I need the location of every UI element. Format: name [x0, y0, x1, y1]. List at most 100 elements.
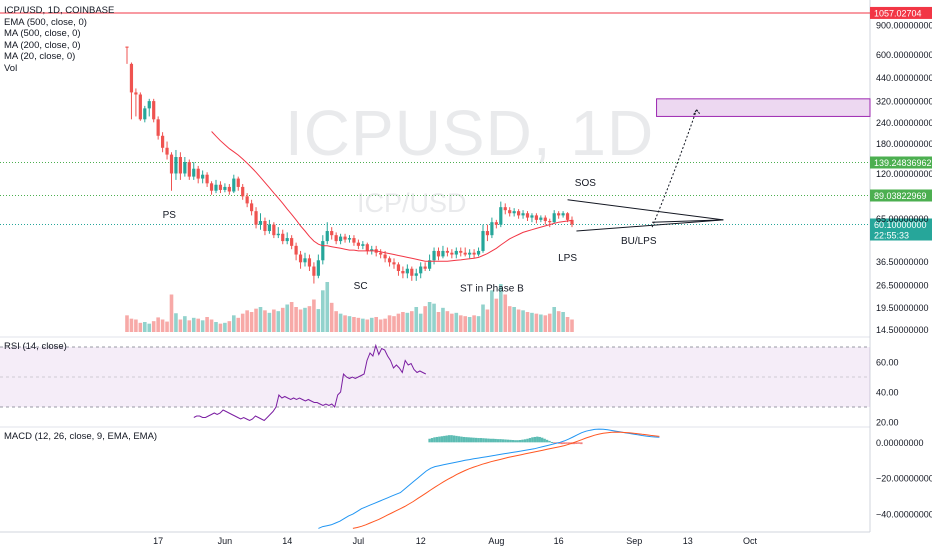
candle-body: [129, 63, 134, 93]
volume-bar: [405, 312, 410, 332]
candle: [223, 183, 227, 193]
indicator-ema500[interactable]: EMA (500, close, 0): [4, 16, 87, 28]
volume-bar: [552, 307, 556, 332]
candle-body: [218, 184, 223, 190]
volume-bar: [174, 313, 178, 332]
candle: [352, 235, 356, 246]
candle-body: [534, 215, 538, 220]
candle-body: [134, 92, 138, 95]
watermark-pair: ICP/USD: [357, 188, 467, 218]
candle-body: [410, 268, 414, 276]
volume-bar: [151, 321, 156, 332]
candle-body: [387, 258, 392, 263]
candle: [138, 92, 142, 121]
candle: [330, 227, 334, 240]
volume-bar: [138, 322, 143, 332]
annotation-label: SC: [354, 281, 368, 292]
indicator-volume[interactable]: Vol: [4, 62, 18, 74]
candle: [525, 211, 530, 222]
volume-bar: [347, 316, 352, 332]
indicator-ma500[interactable]: MA (500, close, 0): [4, 28, 81, 39]
annotation-label: PS: [163, 210, 177, 221]
candle-body: [379, 252, 383, 255]
symbol-line[interactable]: ICP/USD, 1D, COINBASE: [4, 5, 115, 16]
volume-bar: [450, 313, 454, 332]
candle-body: [307, 258, 312, 267]
candle: [312, 262, 316, 284]
candle-body: [272, 224, 276, 236]
volume-bar: [365, 319, 370, 332]
candle-body: [169, 154, 174, 174]
candle-body: [223, 186, 227, 190]
triangle-apex-line: [652, 219, 724, 223]
candle-body: [321, 241, 325, 261]
candle-body: [414, 273, 418, 276]
macd-histogram-bar: [536, 436, 539, 443]
macd-histogram-bar: [538, 436, 541, 443]
price-tick-label: 14.50000000: [876, 325, 929, 335]
macd-histogram-bar: [533, 436, 537, 443]
macd-histogram-bar: [543, 438, 546, 443]
volume-bar: [539, 314, 543, 332]
volume-bar: [467, 317, 472, 332]
candle: [196, 165, 200, 184]
candle: [530, 213, 534, 223]
candle-body: [227, 186, 231, 192]
chart-annotations: PS SC ST in Phase B LPS SOS BU/LPS: [163, 178, 657, 294]
candle: [423, 262, 427, 272]
volume-bar: [490, 290, 494, 332]
indicator-ma20[interactable]: MA (20, close, 0): [4, 51, 76, 62]
macd-pane-title[interactable]: MACD (12, 26, close, 9, EMA, EMA): [4, 431, 158, 442]
volume-bar: [343, 315, 347, 332]
price-level-tag: [870, 156, 932, 169]
time-tick-label: 12: [416, 536, 426, 546]
candle-body: [445, 250, 449, 253]
candle: [468, 249, 472, 259]
annotation-label: LPS: [558, 253, 577, 264]
candle: [209, 181, 214, 195]
bar-countdown: 22:55:33: [874, 230, 909, 240]
indicator-ma200[interactable]: MA (200, close, 0): [4, 39, 81, 51]
volume-bar: [427, 302, 432, 332]
candle-body: [196, 168, 200, 179]
volume-bar: [240, 313, 245, 332]
candle-body: [303, 258, 307, 263]
macd-histogram-bar: [501, 439, 505, 443]
volume-bar: [476, 316, 481, 332]
price-tick-label: 19.50000000: [876, 303, 929, 313]
volume-bar: [543, 315, 548, 332]
candle-body: [161, 135, 165, 148]
candle: [503, 203, 507, 215]
volume-bar: [410, 311, 414, 332]
candle-body: [396, 264, 401, 272]
chart-legend[interactable]: ICP/USD, 1D, COINBASE EMA (500, close, 0…: [4, 5, 114, 74]
macd-histogram-bar: [447, 435, 451, 443]
candle: [281, 229, 285, 245]
candle-body: [192, 168, 196, 177]
candle: [298, 250, 303, 269]
candle: [410, 266, 414, 281]
time-axis[interactable]: 17 Jun 14 Jul 12 Aug 16 Sep 13 Oct: [153, 536, 757, 546]
volume-bar: [254, 308, 258, 332]
candle-body: [276, 233, 280, 236]
candle: [227, 184, 231, 195]
candle: [436, 247, 441, 261]
macd-histogram-bar: [553, 442, 556, 444]
candle-body: [428, 260, 432, 269]
macd-histogram-bar: [452, 435, 456, 443]
candle-body: [232, 178, 236, 192]
candle-body: [178, 157, 182, 174]
candle-body: [481, 231, 485, 251]
candle: [156, 116, 160, 140]
price-axis[interactable]: 1057.02704 139.24836962 89.03822969 60.1000…: [870, 6, 932, 520]
rsi-pane-title[interactable]: RSI (14, close): [4, 341, 67, 352]
candle: [165, 141, 169, 160]
candle-body: [343, 236, 347, 240]
candle-body: [312, 266, 316, 276]
price-tick-label: 36.50000000: [876, 257, 929, 267]
rsi-pane: [0, 343, 870, 422]
wyckoff-drawings: [567, 98, 871, 232]
volume-bar: [561, 312, 565, 332]
candle: [325, 222, 329, 245]
